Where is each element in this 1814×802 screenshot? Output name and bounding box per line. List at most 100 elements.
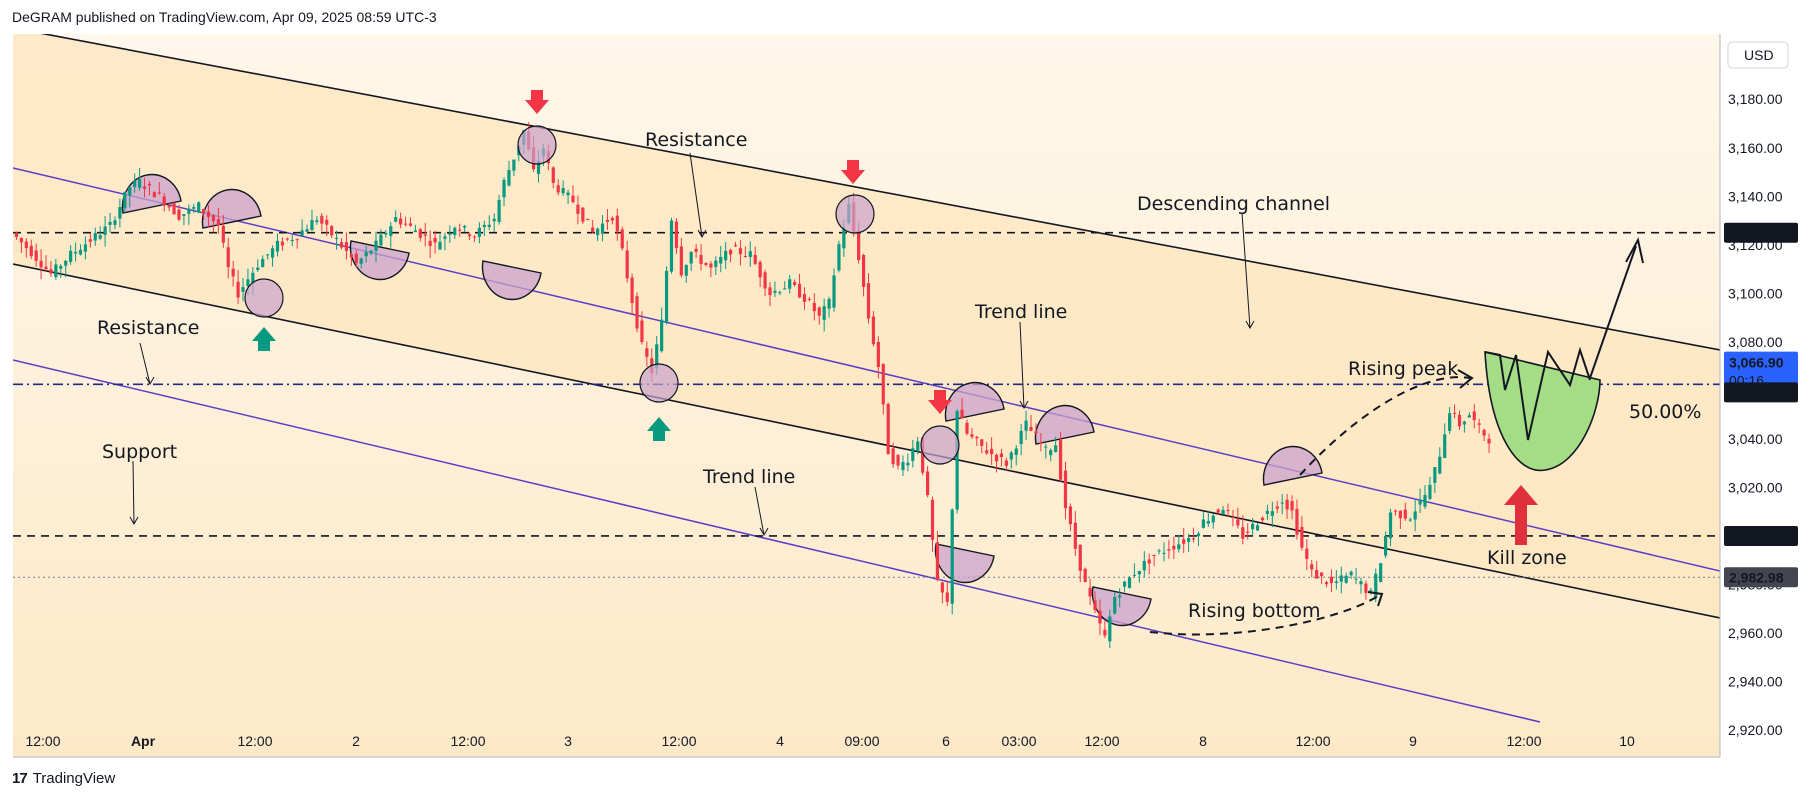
- candle-body: [753, 254, 757, 264]
- candle-body: [103, 226, 107, 235]
- candle-body: [832, 275, 836, 308]
- footer-brand[interactable]: 17 TradingView: [12, 770, 115, 787]
- y-tick-label: 3,140.00: [1728, 188, 1783, 204]
- candle-body: [556, 185, 560, 193]
- annotation-kill-zone: Kill zone: [1487, 547, 1567, 569]
- candle-body: [1393, 510, 1398, 512]
- green-up-arrow-icon: [647, 417, 671, 441]
- y-tick-label: 3,180.00: [1728, 91, 1783, 107]
- candle-body: [970, 434, 974, 437]
- candle-body: [1127, 577, 1132, 588]
- candle-body: [866, 283, 871, 319]
- candle-body: [54, 264, 58, 278]
- candle-body: [1374, 573, 1378, 598]
- pattern-hump-5: [1034, 404, 1095, 445]
- candle-body: [330, 226, 334, 236]
- candle-body: [1246, 531, 1250, 533]
- level-badge-3000-label: 3,000.00: [1729, 528, 1784, 544]
- candle-body: [1034, 431, 1038, 434]
- candle-body: [177, 209, 181, 220]
- candle-body: [999, 453, 1004, 458]
- fib-50-label: 50.00%: [1629, 401, 1701, 423]
- candle-body: [379, 234, 383, 246]
- candle-body: [930, 499, 935, 540]
- candle-body: [59, 265, 63, 269]
- candle-body: [1260, 517, 1265, 521]
- x-tick-label: 12:00: [237, 733, 272, 749]
- candle-body: [645, 348, 649, 357]
- candle-body: [699, 255, 703, 265]
- resistance-pointer-top-head-icon: [697, 229, 707, 239]
- candle-body: [463, 225, 467, 228]
- candle-body: [615, 215, 619, 232]
- candle-body: [1290, 501, 1294, 511]
- touch-circle-4: [920, 425, 960, 465]
- candle-body: [1329, 576, 1334, 584]
- candle-body: [1423, 494, 1427, 507]
- candle-body: [714, 260, 718, 268]
- pattern-hump-8: [1262, 445, 1323, 486]
- candle-body: [83, 244, 88, 252]
- candle-body: [861, 254, 866, 287]
- y-tick-label: 2,960.00: [1728, 625, 1783, 641]
- candle-body: [990, 448, 994, 455]
- candle-body: [339, 242, 344, 248]
- candle-body: [1187, 538, 1191, 542]
- candle-body: [911, 448, 915, 461]
- candle-body: [876, 341, 880, 368]
- y-tick-label: 3,100.00: [1728, 285, 1783, 301]
- candle-body: [1359, 581, 1363, 585]
- trend-line-lower[interactable]: [13, 359, 1541, 723]
- candle-body: [78, 249, 83, 255]
- candle-body: [49, 269, 53, 274]
- trend-line-upper[interactable]: [13, 167, 1720, 572]
- x-tick-label: 8: [1199, 733, 1207, 749]
- candle-body: [364, 252, 368, 257]
- candle-body: [788, 279, 792, 289]
- candle-body: [975, 436, 979, 439]
- candle-body: [1319, 572, 1324, 577]
- candle-body: [1275, 506, 1279, 509]
- candle-body: [113, 220, 117, 225]
- currency-badge[interactable]: [1727, 41, 1789, 69]
- candle-body: [1344, 575, 1348, 583]
- candle-body: [581, 207, 585, 222]
- candle-body: [778, 292, 782, 294]
- candle-body: [630, 277, 634, 304]
- candle-body: [334, 237, 339, 239]
- candle-body: [1073, 522, 1077, 549]
- channel-lower-line[interactable]: [13, 263, 1720, 619]
- candle-body: [891, 448, 895, 465]
- candle-body: [1448, 413, 1452, 431]
- candle-body: [689, 252, 693, 264]
- candle-body: [236, 281, 240, 298]
- candle-body: [14, 232, 19, 237]
- candle-body: [399, 218, 403, 225]
- candle-body: [142, 186, 147, 189]
- candle-body: [985, 450, 989, 454]
- candle-body: [108, 221, 112, 225]
- y-tick-label: 3,020.00: [1728, 479, 1783, 495]
- candle-body: [586, 218, 590, 220]
- candle-body: [1182, 539, 1186, 544]
- channel-upper-line[interactable]: [13, 28, 1720, 351]
- candle-body: [1462, 421, 1467, 425]
- candle-body: [1408, 519, 1412, 521]
- candle-body: [694, 248, 698, 252]
- candle-body: [98, 235, 102, 239]
- candle-body: [344, 241, 349, 251]
- candle-body: [226, 247, 230, 268]
- annotation-resistance-left: Resistance: [97, 317, 199, 339]
- x-tick-label: 4: [776, 733, 784, 749]
- candle-body: [502, 179, 506, 198]
- level-badge-2982-label: 2,982.98: [1729, 569, 1784, 585]
- x-tick-label: 12:00: [1084, 733, 1119, 749]
- candle-body: [413, 230, 417, 233]
- candle-body: [1024, 420, 1028, 431]
- candle-body: [1132, 574, 1137, 576]
- candle-body: [1364, 583, 1368, 593]
- red-down-arrow-icon: [928, 390, 952, 414]
- candle-body: [1049, 450, 1053, 456]
- candle-body: [935, 542, 940, 580]
